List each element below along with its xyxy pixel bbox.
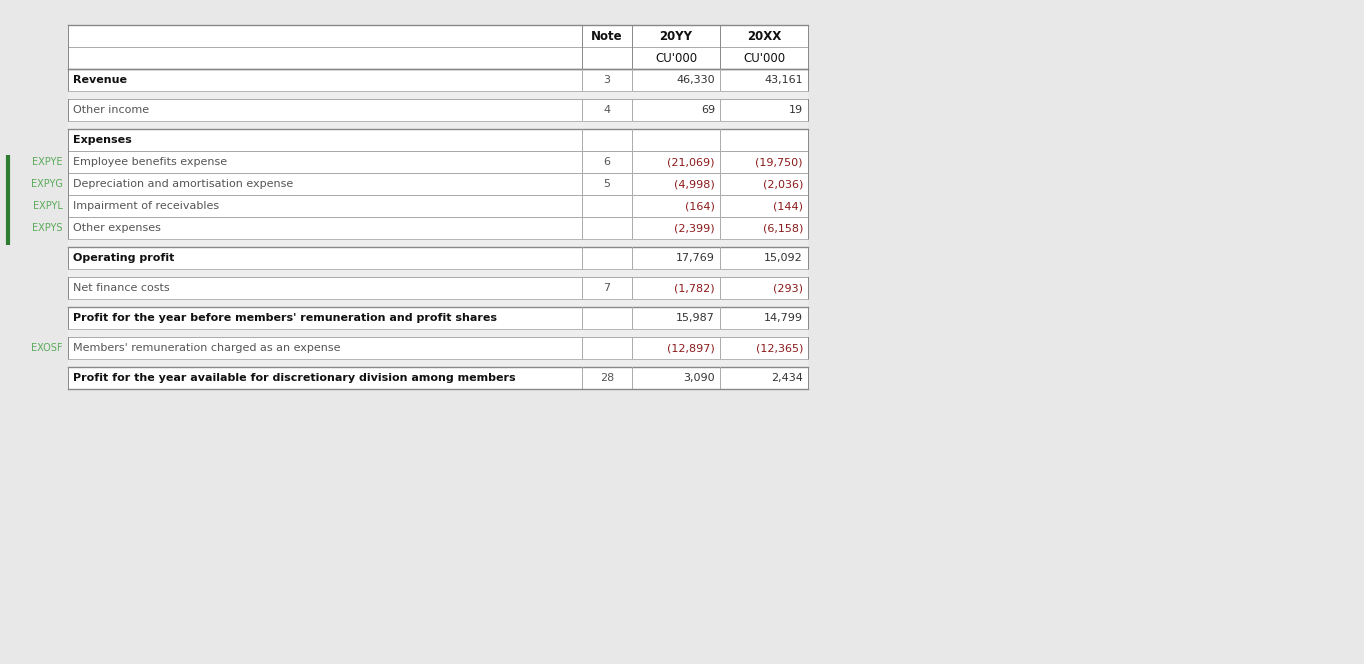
Text: (293): (293) — [773, 283, 803, 293]
Bar — [68, 121, 807, 129]
Text: (144): (144) — [773, 201, 803, 211]
Text: 17,769: 17,769 — [677, 253, 715, 263]
Bar — [68, 195, 807, 217]
Bar — [68, 299, 807, 307]
Text: (12,365): (12,365) — [756, 343, 803, 353]
Text: Members' remuneration charged as an expense: Members' remuneration charged as an expe… — [74, 343, 341, 353]
Text: Employee benefits expense: Employee benefits expense — [74, 157, 228, 167]
Text: (6,158): (6,158) — [762, 223, 803, 233]
Bar — [68, 69, 807, 91]
Text: 3,090: 3,090 — [683, 373, 715, 383]
Bar — [68, 307, 807, 329]
Bar — [68, 269, 807, 277]
Text: Net finance costs: Net finance costs — [74, 283, 169, 293]
Bar — [68, 129, 807, 151]
Text: 20XX: 20XX — [747, 29, 782, 42]
Text: (2,399): (2,399) — [674, 223, 715, 233]
Text: (2,036): (2,036) — [762, 179, 803, 189]
Text: Impairment of receivables: Impairment of receivables — [74, 201, 220, 211]
Text: 3: 3 — [603, 75, 611, 85]
Bar — [68, 239, 807, 247]
Bar — [68, 337, 807, 359]
Bar — [68, 25, 807, 69]
Text: Profit for the year available for discretionary division among members: Profit for the year available for discre… — [74, 373, 516, 383]
Text: Expenses: Expenses — [74, 135, 132, 145]
Text: CU'000: CU'000 — [655, 52, 697, 64]
Text: 69: 69 — [701, 105, 715, 115]
Text: Note: Note — [591, 29, 623, 42]
Text: (19,750): (19,750) — [756, 157, 803, 167]
Bar — [68, 217, 807, 239]
Text: (4,998): (4,998) — [674, 179, 715, 189]
Bar — [68, 359, 807, 367]
Text: 28: 28 — [600, 373, 614, 383]
Text: 14,799: 14,799 — [764, 313, 803, 323]
Text: 2,434: 2,434 — [771, 373, 803, 383]
Text: 20YY: 20YY — [660, 29, 693, 42]
Text: 19: 19 — [788, 105, 803, 115]
Bar — [68, 91, 807, 99]
Text: 7: 7 — [603, 283, 611, 293]
Text: 46,330: 46,330 — [677, 75, 715, 85]
Text: Operating profit: Operating profit — [74, 253, 175, 263]
Text: (1,782): (1,782) — [674, 283, 715, 293]
Text: Depreciation and amortisation expense: Depreciation and amortisation expense — [74, 179, 293, 189]
Bar — [68, 367, 807, 389]
Bar — [68, 247, 807, 269]
Text: Other expenses: Other expenses — [74, 223, 161, 233]
Text: 43,161: 43,161 — [764, 75, 803, 85]
Bar — [68, 277, 807, 299]
Bar — [68, 329, 807, 337]
Text: Revenue: Revenue — [74, 75, 127, 85]
Bar — [68, 99, 807, 121]
Text: EXPYS: EXPYS — [33, 223, 63, 233]
Bar — [68, 151, 807, 173]
Text: EXPYG: EXPYG — [31, 179, 63, 189]
Text: 4: 4 — [603, 105, 611, 115]
Text: Other income: Other income — [74, 105, 149, 115]
Text: EXPYL: EXPYL — [33, 201, 63, 211]
Text: 15,092: 15,092 — [764, 253, 803, 263]
Text: (21,069): (21,069) — [667, 157, 715, 167]
Text: 15,987: 15,987 — [677, 313, 715, 323]
Text: (164): (164) — [685, 201, 715, 211]
Text: Profit for the year before members' remuneration and profit shares: Profit for the year before members' remu… — [74, 313, 496, 323]
Text: CU'000: CU'000 — [743, 52, 786, 64]
Text: 5: 5 — [603, 179, 611, 189]
Text: EXOSF: EXOSF — [31, 343, 63, 353]
Text: EXPYE: EXPYE — [33, 157, 63, 167]
Text: (12,897): (12,897) — [667, 343, 715, 353]
Bar — [68, 173, 807, 195]
Text: 6: 6 — [603, 157, 611, 167]
